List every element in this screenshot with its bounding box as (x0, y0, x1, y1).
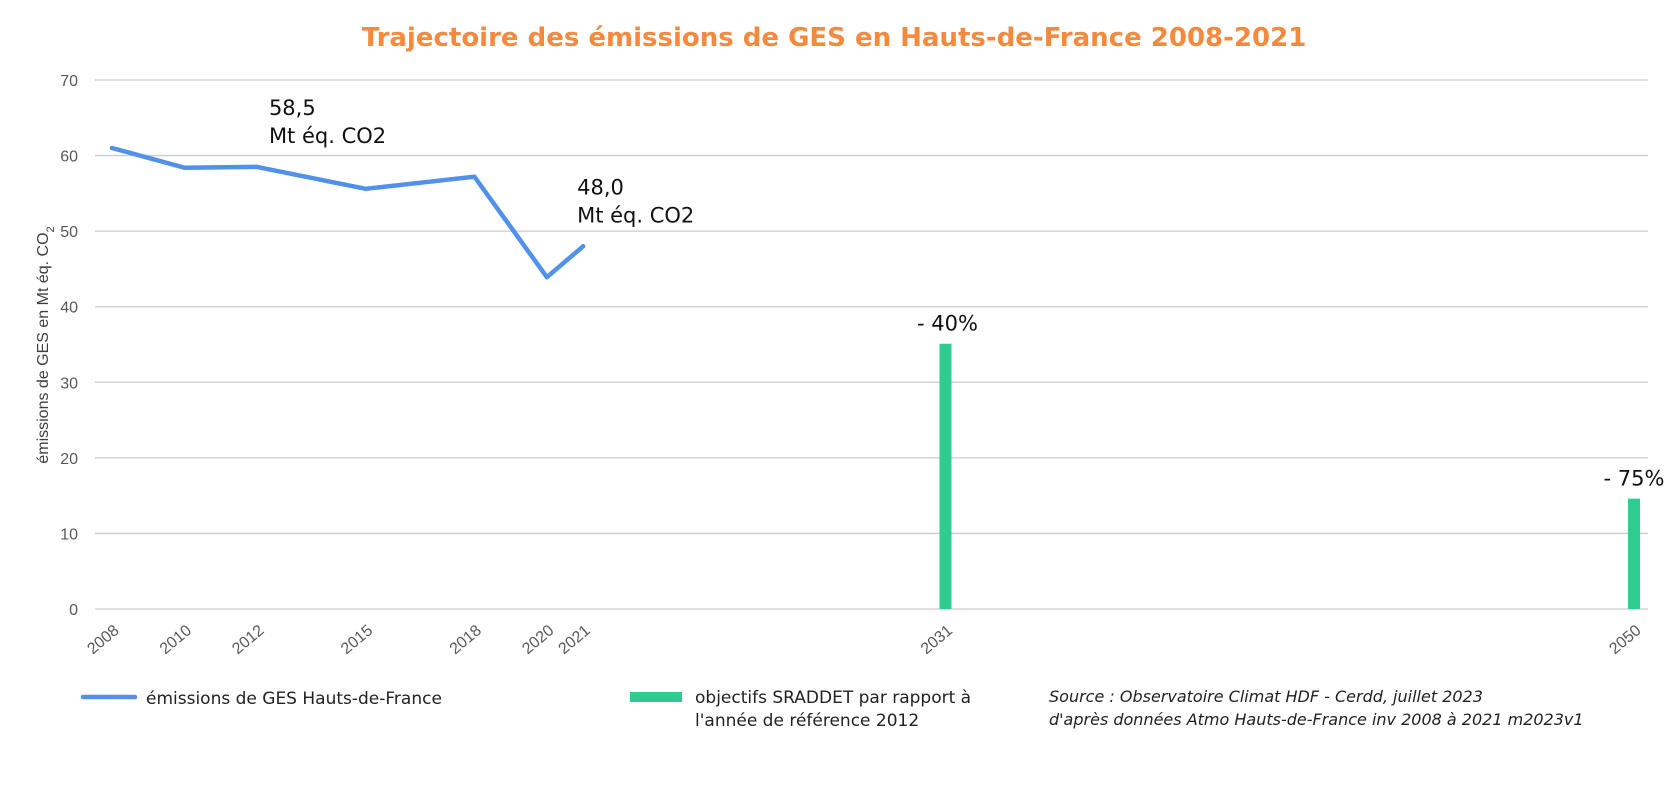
data-point (182, 165, 187, 170)
y-tick-label: 10 (60, 526, 78, 543)
y-tick-label: 0 (69, 602, 78, 619)
legend-swatch-bar (630, 692, 682, 702)
data-point (580, 244, 586, 249)
data-label-line: - 40% (917, 312, 978, 336)
y-tick-label: 60 (60, 149, 78, 166)
data-label: 58,5 Mt éq. CO2 (269, 96, 386, 148)
legend-label-objectifs: objectifs SRADDET par rapport à l'année d… (695, 688, 971, 731)
x-tick-label: 2021 (555, 622, 593, 658)
data-point (254, 164, 260, 170)
data-point (544, 275, 550, 280)
data-point (363, 186, 368, 192)
data-label-line: Mt éq. CO2 (269, 124, 386, 148)
x-tick-label: 2018 (447, 622, 485, 658)
line-series (109, 145, 586, 280)
y-tick-label: 40 (60, 300, 78, 317)
y-axis-label-main: émissions de GES en Mt éq. CO (35, 232, 52, 463)
data-label: 48,0 Mt éq. CO2 (577, 175, 694, 227)
x-tick-label: 2012 (229, 622, 267, 658)
legend-label-emissions: émissions de GES Hauts-de-France (146, 689, 442, 709)
grid (95, 79, 1648, 610)
data-label: - 75% (1604, 467, 1665, 491)
data-label: - 40% (917, 312, 978, 336)
y-tick-label: 30 (60, 375, 78, 392)
legend-label-line: objectifs SRADDET par rapport à (695, 688, 971, 708)
data-label-line: 58,5 (269, 96, 316, 120)
x-tick-label: 2020 (519, 622, 557, 658)
x-tick-label: 2008 (84, 622, 122, 658)
y-tick-labels: 0 10 20 30 40 50 60 70 (60, 73, 78, 619)
y-tick-label: 20 (60, 451, 78, 468)
bar-series (939, 343, 1640, 609)
data-label-line: 48,0 (577, 175, 624, 199)
y-tick-label: 50 (60, 224, 78, 241)
data-point (109, 145, 115, 151)
x-tick-label: 2050 (1606, 622, 1644, 658)
x-tick-label: 2010 (157, 622, 195, 658)
data-label-line: Mt éq. CO2 (577, 203, 694, 227)
y-axis-label-subscript: 2 (45, 226, 57, 232)
legend-label-line: l'année de référence 2012 (695, 711, 919, 731)
y-tick-label: 70 (60, 73, 78, 90)
x-tick-label: 2015 (338, 622, 376, 658)
x-tick-label: 2031 (918, 622, 956, 658)
data-point (472, 174, 477, 179)
bar (939, 343, 952, 609)
source-note: Source : Observatoire Climat HDF - Cerdd… (1049, 687, 1584, 729)
y-axis-label: émissions de GES en Mt éq. CO2 (35, 226, 57, 463)
chart-title: Trajectoire des émissions de GES en Haut… (362, 23, 1307, 53)
legend: émissions de GES Hauts-de-France objectif… (80, 688, 971, 731)
annotations: 58,5 Mt éq. CO2 48,0 Mt éq. CO2 - 40% - 75% (269, 96, 1665, 491)
bar (1628, 498, 1640, 609)
source-line: Source : Observatoire Climat HDF - Cerdd… (1049, 687, 1483, 706)
data-label-line: - 75% (1604, 467, 1665, 491)
source-line: d'après données Atmo Hauts-de-France inv… (1049, 710, 1584, 729)
